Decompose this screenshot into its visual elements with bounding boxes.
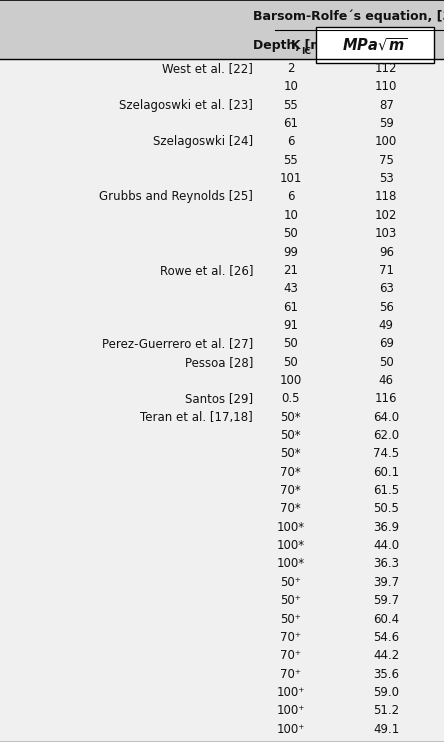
- Text: 96: 96: [379, 246, 394, 258]
- Text: 50*: 50*: [281, 447, 301, 460]
- Text: 70⁺: 70⁺: [280, 631, 301, 644]
- Text: 70⁺: 70⁺: [280, 668, 301, 680]
- Text: 62.0: 62.0: [373, 429, 399, 442]
- Text: 100*: 100*: [277, 521, 305, 533]
- Text: 71: 71: [379, 264, 394, 277]
- Text: 110: 110: [375, 80, 397, 93]
- Text: 99: 99: [283, 246, 298, 258]
- Text: 2: 2: [287, 62, 294, 75]
- Text: 112: 112: [375, 62, 397, 75]
- Text: 50*: 50*: [281, 410, 301, 424]
- Text: K: K: [291, 39, 301, 52]
- Text: 50: 50: [379, 355, 394, 369]
- Text: 10: 10: [283, 209, 298, 222]
- Text: 59.0: 59.0: [373, 686, 399, 699]
- Text: 70*: 70*: [281, 484, 301, 497]
- Text: 46: 46: [379, 374, 394, 387]
- FancyBboxPatch shape: [0, 59, 444, 742]
- FancyBboxPatch shape: [0, 0, 444, 59]
- FancyBboxPatch shape: [316, 27, 434, 63]
- Text: 36.9: 36.9: [373, 521, 399, 533]
- Text: 50: 50: [283, 227, 298, 240]
- Text: 63: 63: [379, 282, 394, 295]
- Text: 39.7: 39.7: [373, 576, 399, 589]
- Text: 56: 56: [379, 301, 394, 314]
- Text: $\bfit{MPa\sqrt{m}}$: $\bfit{MPa\sqrt{m}}$: [342, 36, 408, 53]
- Text: 21: 21: [283, 264, 298, 277]
- Text: 100*: 100*: [277, 539, 305, 552]
- Text: 44.2: 44.2: [373, 649, 400, 662]
- Text: 51.2: 51.2: [373, 704, 399, 718]
- Text: Santos [29]: Santos [29]: [185, 393, 253, 405]
- Text: 44.0: 44.0: [373, 539, 399, 552]
- Text: 10: 10: [283, 80, 298, 93]
- Text: 61: 61: [283, 301, 298, 314]
- Text: 55: 55: [283, 154, 298, 167]
- Text: 50: 50: [283, 338, 298, 350]
- Text: 64.0: 64.0: [373, 410, 399, 424]
- Text: 49.1: 49.1: [373, 723, 400, 735]
- Text: 102: 102: [375, 209, 397, 222]
- Text: 60.4: 60.4: [373, 612, 399, 626]
- Text: 116: 116: [375, 393, 397, 405]
- Text: 118: 118: [375, 191, 397, 203]
- Text: 36.3: 36.3: [373, 557, 399, 571]
- Text: 50: 50: [283, 355, 298, 369]
- Text: 50*: 50*: [281, 429, 301, 442]
- Text: IC: IC: [301, 47, 311, 56]
- Text: 100⁺: 100⁺: [277, 704, 305, 718]
- Text: 50⁺: 50⁺: [280, 612, 301, 626]
- Text: 0.5: 0.5: [281, 393, 300, 405]
- Text: 35.6: 35.6: [373, 668, 399, 680]
- Text: 70*: 70*: [281, 466, 301, 479]
- Text: Pessoa [28]: Pessoa [28]: [185, 355, 253, 369]
- Text: 50⁺: 50⁺: [280, 576, 301, 589]
- Text: 70*: 70*: [281, 502, 301, 516]
- Text: 43: 43: [283, 282, 298, 295]
- Text: 100⁺: 100⁺: [277, 686, 305, 699]
- Text: 55: 55: [283, 99, 298, 112]
- Text: 60.1: 60.1: [373, 466, 399, 479]
- Text: 50.5: 50.5: [373, 502, 399, 516]
- Text: 100: 100: [375, 136, 397, 148]
- Text: 53: 53: [379, 172, 394, 186]
- Text: Depth, [m]: Depth, [m]: [253, 39, 329, 52]
- Text: 101: 101: [280, 172, 302, 186]
- Text: Grubbs and Reynolds [25]: Grubbs and Reynolds [25]: [99, 191, 253, 203]
- Text: 49: 49: [379, 319, 394, 332]
- Text: Barsom-Rolfe´s equation, [33]: Barsom-Rolfe´s equation, [33]: [254, 10, 444, 23]
- Text: 70⁺: 70⁺: [280, 649, 301, 662]
- Text: 50⁺: 50⁺: [280, 594, 301, 607]
- Text: Perez-Guerrero et al. [27]: Perez-Guerrero et al. [27]: [102, 338, 253, 350]
- Text: Teran et al. [17,18]: Teran et al. [17,18]: [140, 410, 253, 424]
- Text: 100: 100: [280, 374, 302, 387]
- Text: 59: 59: [379, 117, 394, 130]
- Text: 87: 87: [379, 99, 394, 112]
- Text: 91: 91: [283, 319, 298, 332]
- Text: 100⁺: 100⁺: [277, 723, 305, 735]
- Text: 6: 6: [287, 191, 294, 203]
- Text: Rowe et al. [26]: Rowe et al. [26]: [159, 264, 253, 277]
- Text: West et al. [22]: West et al. [22]: [162, 62, 253, 75]
- Text: 61: 61: [283, 117, 298, 130]
- Text: 6: 6: [287, 136, 294, 148]
- Text: 103: 103: [375, 227, 397, 240]
- Text: 100*: 100*: [277, 557, 305, 571]
- Text: 59.7: 59.7: [373, 594, 399, 607]
- Text: 54.6: 54.6: [373, 631, 399, 644]
- Text: Szelagoswki [24]: Szelagoswki [24]: [153, 136, 253, 148]
- Text: 69: 69: [379, 338, 394, 350]
- Text: 61.5: 61.5: [373, 484, 399, 497]
- Text: Szelagoswki et al. [23]: Szelagoswki et al. [23]: [119, 99, 253, 112]
- Text: 75: 75: [379, 154, 394, 167]
- Text: 74.5: 74.5: [373, 447, 399, 460]
